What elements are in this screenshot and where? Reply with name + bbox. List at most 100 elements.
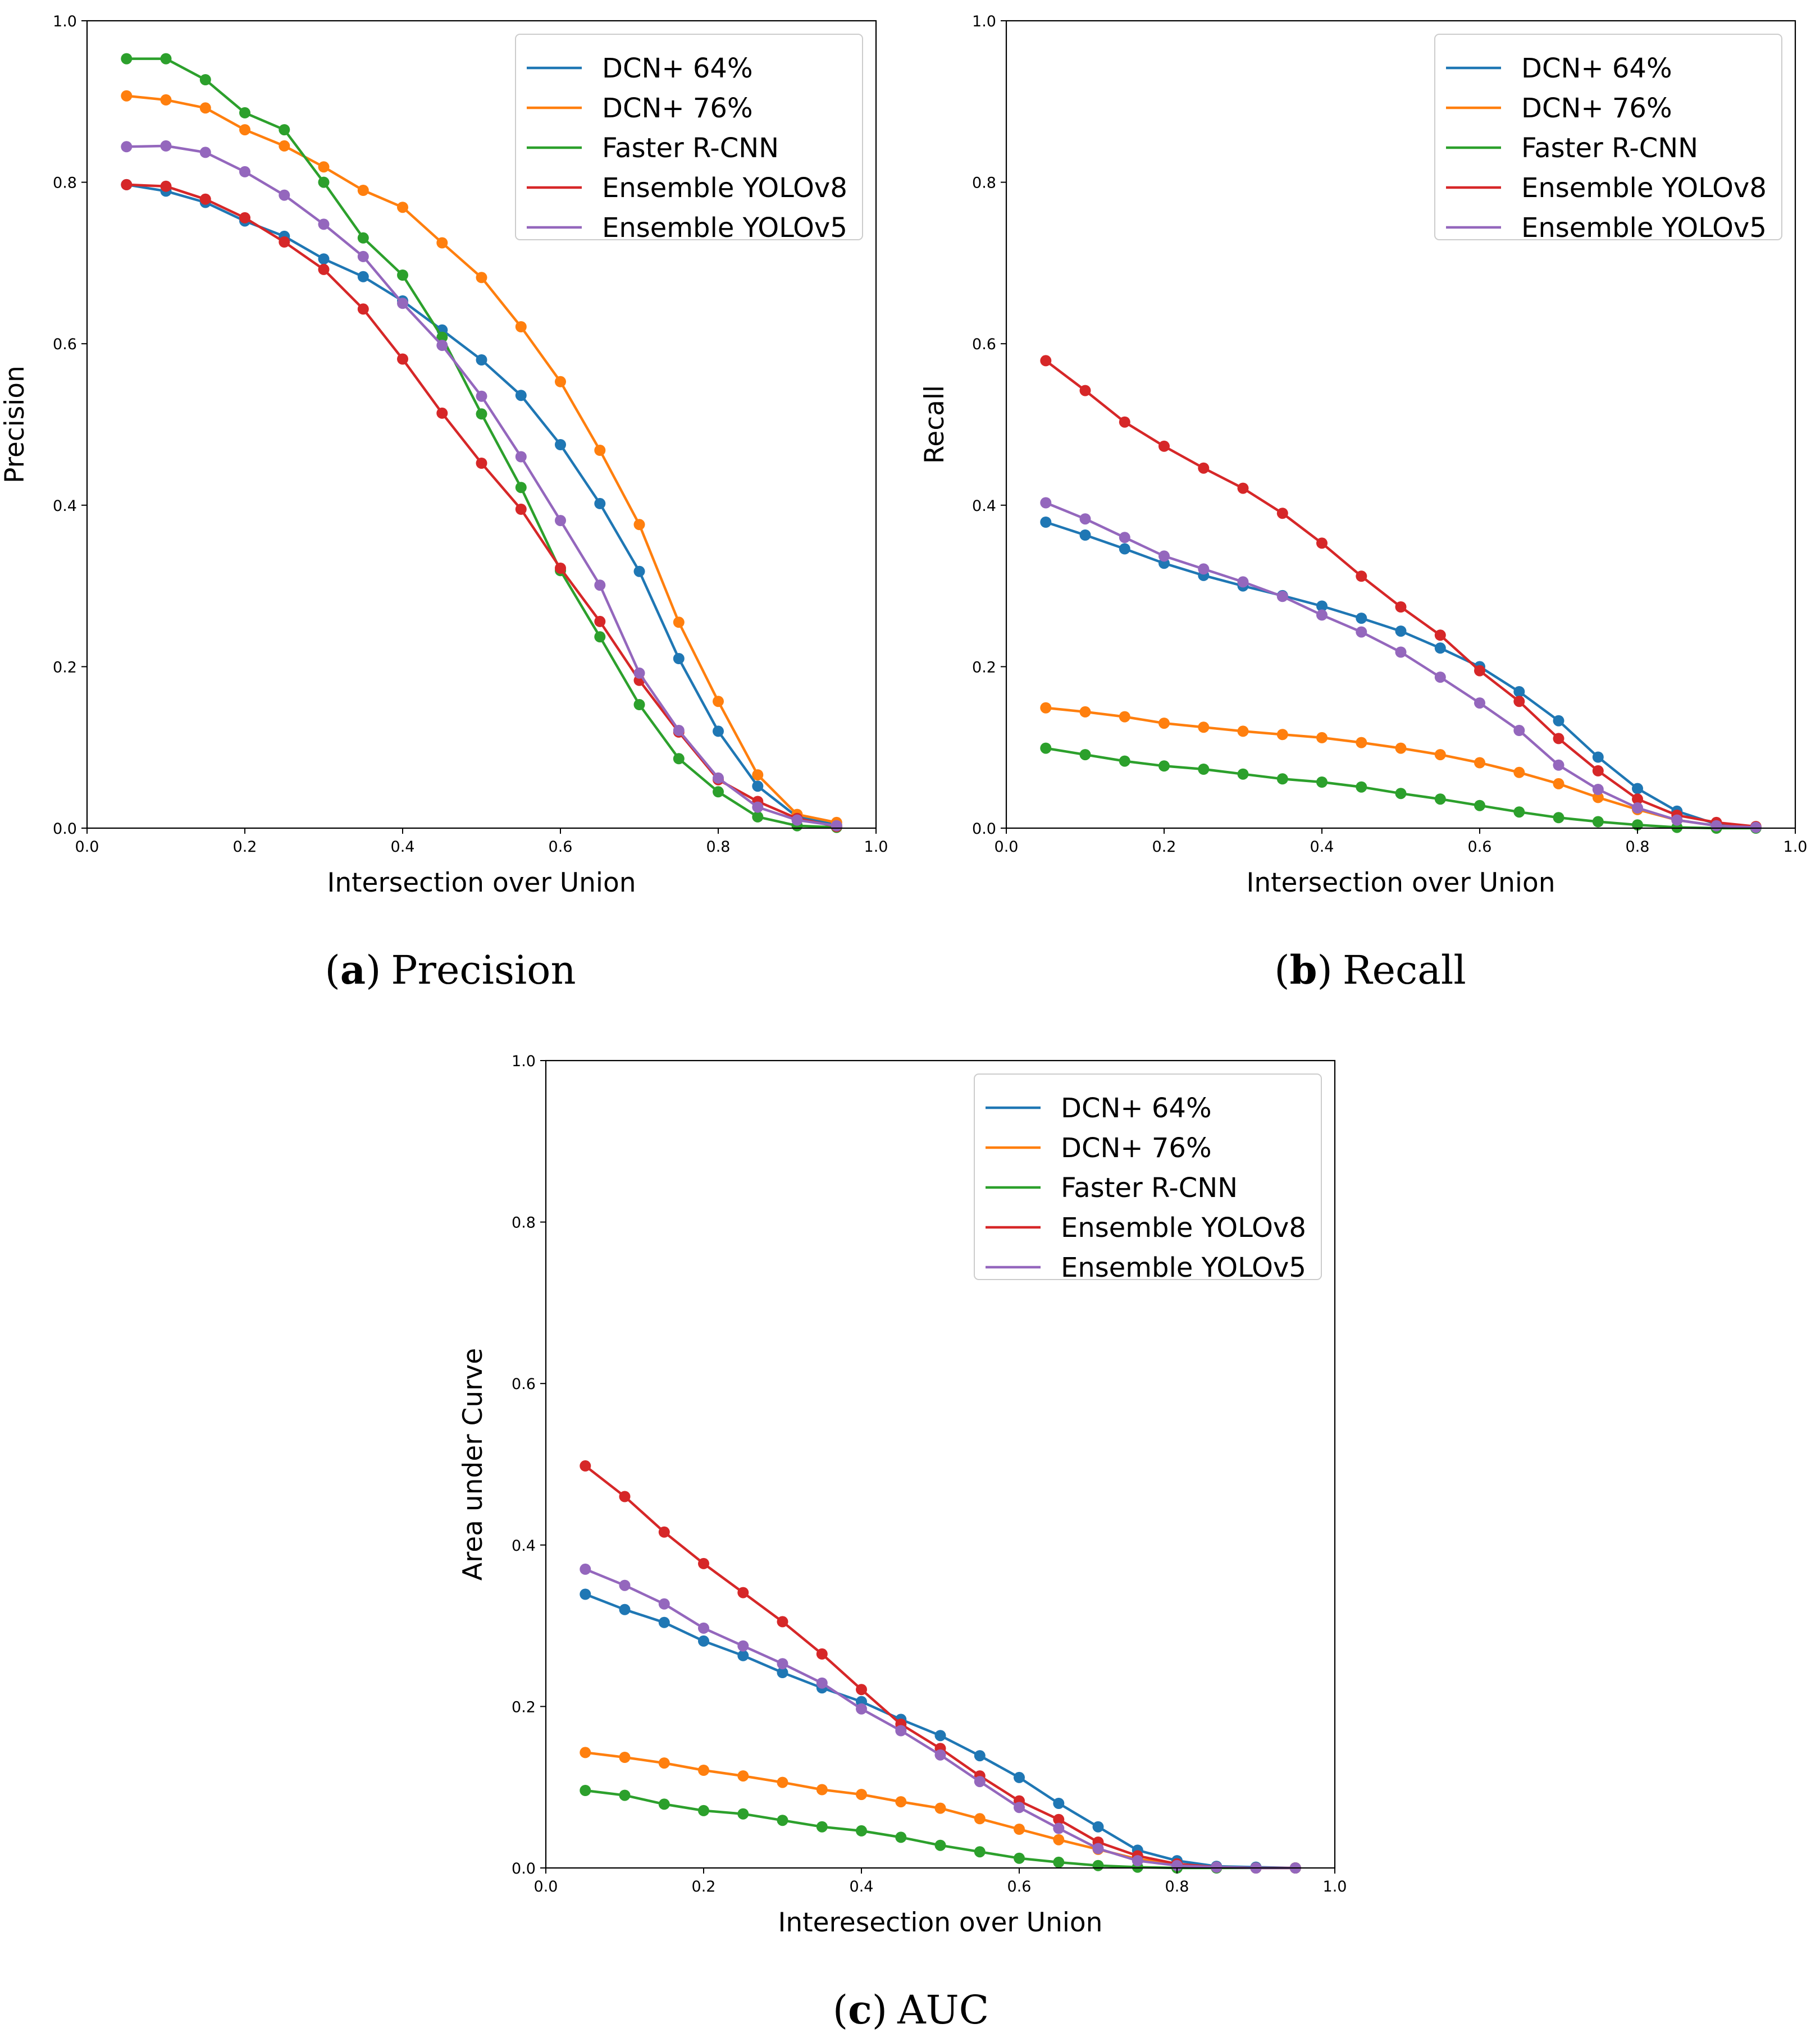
data-point — [1592, 784, 1604, 795]
y-tick-label: 0.0 — [512, 1860, 536, 1877]
data-point — [1750, 821, 1762, 833]
data-point — [318, 263, 330, 275]
data-point — [199, 74, 211, 85]
data-point — [1434, 642, 1446, 654]
data-point — [633, 519, 645, 531]
data-point — [974, 1846, 986, 1858]
x-tick-label: 0.6 — [1468, 838, 1492, 856]
data-point — [1119, 532, 1130, 543]
data-point — [698, 1635, 709, 1647]
data-point — [555, 376, 566, 387]
legend-entry: DCN+ 76% — [1061, 1132, 1212, 1164]
data-point — [1198, 563, 1210, 575]
data-point — [357, 232, 369, 244]
data-point — [1158, 550, 1170, 562]
data-point — [1276, 773, 1288, 785]
data-point — [476, 354, 487, 366]
data-point — [1474, 757, 1485, 769]
caption-title: AUC — [897, 1987, 989, 2033]
data-point — [737, 1650, 749, 1661]
data-point — [673, 616, 685, 628]
data-point — [658, 1757, 670, 1769]
data-point — [1592, 751, 1604, 763]
data-point — [1040, 497, 1052, 509]
data-point — [515, 451, 527, 463]
series-ensemble-yolov5 — [1040, 497, 1762, 833]
axes-frame — [86, 20, 877, 829]
data-point — [633, 699, 645, 710]
data-point — [1592, 792, 1604, 803]
data-point — [357, 250, 369, 262]
chart-panel-b: 0.0 0.2 0.4 0.6 0.8 1.0 0.0 0.2 0.4 0.6 0.8 1.0 Inte… — [919, 13, 1807, 993]
data-point — [713, 696, 724, 707]
data-point — [121, 90, 133, 102]
data-point — [1553, 759, 1564, 771]
data-point — [658, 1798, 670, 1810]
data-point — [777, 1658, 788, 1670]
data-point — [436, 331, 448, 343]
x-tick-label: 0.0 — [75, 838, 99, 856]
caption-title: Precision — [391, 947, 576, 993]
data-point — [1237, 725, 1249, 737]
x-tick-label: 1.0 — [1783, 838, 1808, 856]
y-tick-label: 0.2 — [53, 659, 77, 676]
data-point — [619, 1579, 631, 1591]
data-point — [1356, 613, 1367, 624]
data-point — [1632, 802, 1643, 814]
chart-panel-c: 0.0 0.2 0.4 0.6 0.8 1.0 0.0 0.2 0.4 0.6 0.8 1.0 Inte… — [458, 1053, 1347, 2033]
data-point — [594, 445, 606, 456]
data-point — [633, 565, 645, 577]
data-point — [1671, 814, 1683, 826]
legend-entry: Faster R-CNN — [1061, 1172, 1238, 1204]
caption-open-paren: ( — [833, 1987, 848, 2033]
legend: DCN+ 64% DCN+ 76% Faster R-CNN Ensemble YOL… — [974, 1073, 1322, 1283]
data-point — [619, 1752, 631, 1763]
data-point — [1198, 721, 1210, 733]
data-point — [1079, 749, 1091, 761]
data-point — [895, 1796, 907, 1808]
data-point — [1053, 1856, 1065, 1868]
data-point — [160, 180, 172, 192]
data-point — [1079, 529, 1091, 541]
series-dcn-76- — [121, 90, 842, 828]
data-point — [856, 1703, 867, 1715]
y-tick-label: 0.0 — [972, 820, 996, 838]
data-point — [121, 179, 133, 190]
data-point — [1092, 1860, 1104, 1871]
axes-frame — [545, 1059, 1336, 1869]
legend-entry: Faster R-CNN — [602, 133, 779, 164]
data-point — [160, 94, 172, 106]
data-point — [1513, 806, 1525, 818]
x-tick-label: 0.8 — [706, 838, 731, 856]
x-tick-label: 0.2 — [692, 1878, 716, 1895]
data-point — [1237, 482, 1249, 494]
data-point — [777, 1667, 788, 1678]
data-point — [555, 515, 566, 527]
data-point — [1040, 355, 1052, 367]
legend-entry: Ensemble YOLOv5 — [602, 212, 847, 244]
caption-close-paren: ) — [872, 1987, 887, 2033]
legend-entry: Ensemble YOLOv8 — [1061, 1212, 1306, 1244]
data-point — [698, 1622, 709, 1634]
y-axis-label: Precision — [0, 366, 30, 483]
data-point — [752, 811, 764, 823]
data-point — [1079, 513, 1091, 525]
x-tick-label: 1.0 — [864, 838, 888, 856]
data-point — [737, 1587, 749, 1598]
data-point — [934, 1749, 946, 1761]
data-point — [816, 1648, 828, 1660]
caption-close-paren: ) — [366, 947, 381, 993]
data-point — [1356, 781, 1367, 793]
x-tick-label: 0.2 — [233, 838, 257, 856]
data-point — [160, 53, 172, 65]
x-tick-label: 0.2 — [1152, 838, 1176, 856]
data-point — [1316, 609, 1328, 621]
panel-caption: (b) Recall — [1274, 947, 1466, 993]
data-point — [856, 1684, 867, 1696]
y-tick-label: 0.0 — [53, 820, 77, 838]
y-tick-label: 1.0 — [972, 13, 996, 30]
data-point — [816, 1677, 828, 1689]
x-tick-label: 0.6 — [1007, 1878, 1032, 1895]
data-point — [1316, 776, 1328, 788]
data-point — [1092, 1821, 1104, 1833]
